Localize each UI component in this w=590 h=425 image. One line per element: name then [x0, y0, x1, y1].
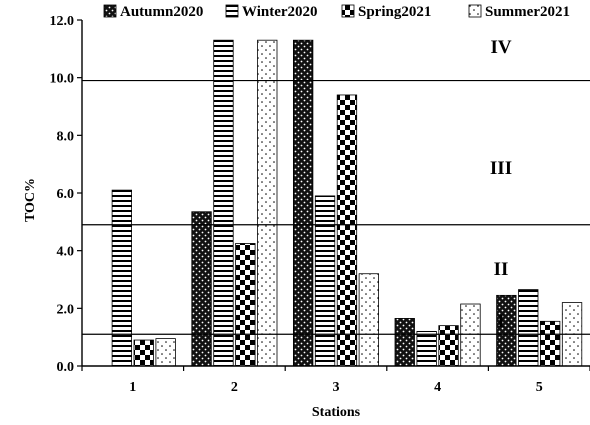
y-tick-label: 12.0: [50, 14, 75, 29]
x-axis-ticks: 1 2 3 4 5: [82, 366, 590, 395]
zone-label-i: I: [497, 311, 504, 332]
y-tick-label: 2.0: [57, 302, 75, 317]
bar-spring2021-station-4: [439, 326, 459, 366]
x-tick-label: 2: [231, 380, 238, 395]
y-tick-label: 4.0: [57, 245, 75, 260]
y-tick-label: 10.0: [50, 72, 75, 87]
bar-spring2021-station-2: [236, 243, 256, 366]
bar-summer2021-station-1: [156, 339, 176, 366]
zone-label-ii: II: [494, 259, 509, 280]
x-axis-title: Stations: [312, 405, 361, 420]
bar-winter2020-station-1: [112, 190, 132, 366]
y-axis-ticks: 0.0 2.0 4.0 6.0 8.0 10.0 12.0: [50, 14, 83, 375]
y-tick-label: 6.0: [57, 187, 75, 202]
bar-spring2021-station-3: [337, 95, 357, 366]
legend-swatch-winter2020: [226, 5, 238, 17]
bar-autumn2020-station-4: [395, 318, 415, 366]
zone-label-iii: III: [490, 158, 512, 179]
x-tick-label: 1: [129, 380, 136, 395]
bar-winter2020-station-4: [417, 331, 437, 366]
bar-spring2021-station-1: [134, 340, 154, 366]
legend-swatch-summer2021: [469, 5, 481, 17]
legend-label-summer2021: Summer2021: [485, 4, 570, 20]
bar-winter2020-station-2: [214, 40, 234, 366]
bar-summer2021-station-2: [258, 40, 278, 366]
bar-autumn2020-station-3: [293, 40, 313, 366]
y-tick-label: 8.0: [57, 129, 75, 144]
x-tick-label: 5: [536, 380, 543, 395]
bar-spring2021-station-5: [540, 321, 560, 366]
legend-label-spring2021: Spring2021: [358, 4, 431, 20]
x-tick-label: 4: [434, 380, 441, 395]
y-tick-label: 0.0: [57, 360, 75, 375]
bar-autumn2020-station-2: [192, 212, 212, 366]
legend-label-autumn2020: Autumn2020: [120, 4, 203, 20]
bar-summer2021-station-4: [461, 304, 481, 366]
x-tick-label: 3: [333, 380, 340, 395]
bar-winter2020-station-5: [519, 290, 539, 366]
legend-swatch-autumn2020: [104, 5, 116, 17]
y-axis-title: TOC%: [23, 178, 38, 222]
bar-winter2020-station-3: [315, 196, 335, 366]
legend: Autumn2020 Winter2020 Spring2021 Summer2021: [104, 4, 570, 20]
zone-label-iv: IV: [490, 37, 511, 58]
bar-summer2021-station-3: [359, 274, 379, 366]
legend-label-winter2020: Winter2020: [242, 4, 318, 20]
legend-swatch-spring2021: [342, 5, 354, 17]
bars: [112, 40, 582, 366]
